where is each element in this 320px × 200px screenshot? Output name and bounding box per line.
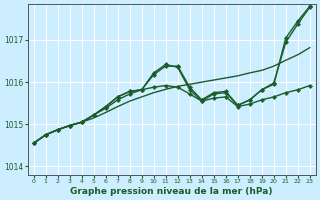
X-axis label: Graphe pression niveau de la mer (hPa): Graphe pression niveau de la mer (hPa): [70, 187, 273, 196]
